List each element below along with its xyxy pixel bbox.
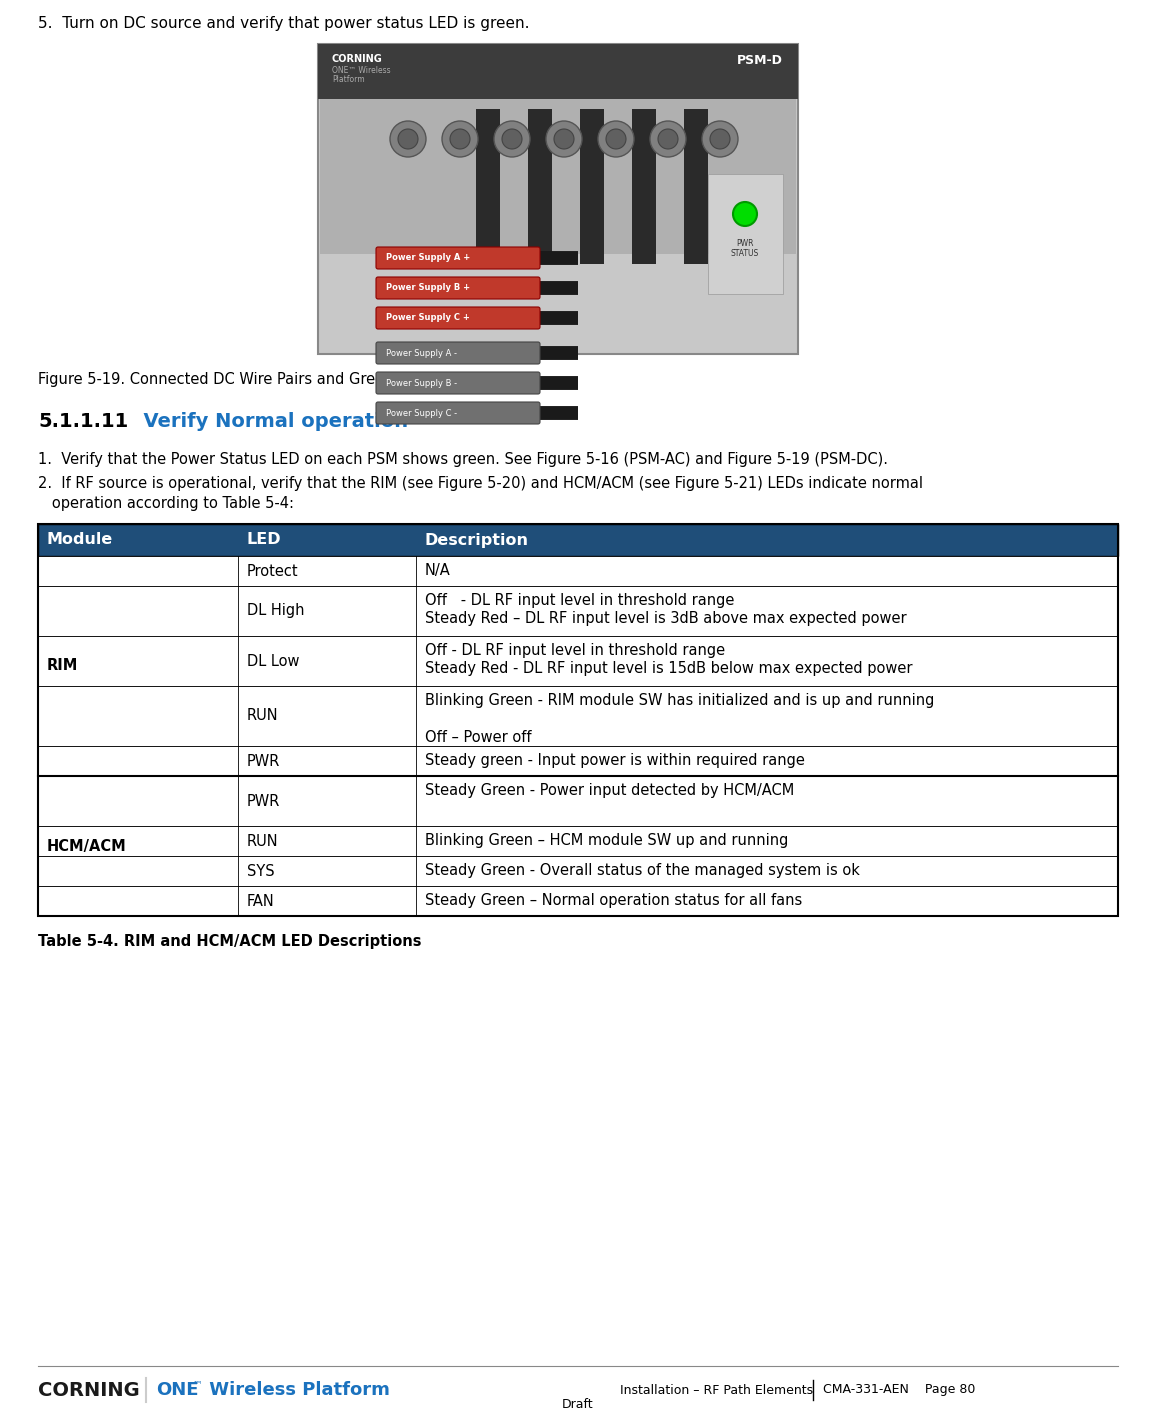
Text: Power Supply B +: Power Supply B + — [386, 283, 470, 292]
Text: N/A: N/A — [425, 564, 451, 578]
Text: PSM-D: PSM-D — [738, 54, 783, 67]
Circle shape — [650, 121, 686, 157]
Text: Off - DL RF input level in threshold range: Off - DL RF input level in threshold ran… — [425, 644, 725, 658]
Text: ONE™ Wireless: ONE™ Wireless — [332, 66, 391, 75]
Text: HCM/ACM: HCM/ACM — [47, 839, 127, 853]
Circle shape — [710, 130, 729, 150]
Text: CMA-331-AEN    Page 80: CMA-331-AEN Page 80 — [823, 1384, 976, 1397]
Bar — [632, 110, 655, 263]
Text: Power Supply A +: Power Supply A + — [386, 253, 470, 262]
Text: DRAFT: DRAFT — [423, 572, 892, 899]
Bar — [476, 110, 501, 263]
Bar — [38, 637, 1118, 686]
Bar — [38, 856, 1118, 886]
Text: ONE: ONE — [156, 1381, 199, 1398]
Bar — [580, 110, 603, 263]
Text: Steady Red – DL RF input level is 3dB above max expected power: Steady Red – DL RF input level is 3dB ab… — [425, 611, 906, 627]
Text: Power Supply C -: Power Supply C - — [386, 409, 457, 417]
Bar — [38, 886, 1118, 916]
Text: Platform: Platform — [332, 75, 364, 84]
Text: Table 5-4. RIM and HCM/ACM LED Descriptions: Table 5-4. RIM and HCM/ACM LED Descripti… — [38, 934, 422, 948]
Text: Blinking Green – HCM module SW up and running: Blinking Green – HCM module SW up and ru… — [425, 833, 788, 849]
Text: 5.1.1.11: 5.1.1.11 — [38, 412, 128, 431]
Bar — [707, 174, 783, 293]
Text: Steady Green - Power input detected by HCM/ACM: Steady Green - Power input detected by H… — [425, 783, 794, 799]
Text: Description: Description — [425, 533, 529, 547]
Circle shape — [450, 130, 470, 150]
Circle shape — [702, 121, 738, 157]
Text: PWR: PWR — [736, 239, 754, 249]
Text: Steady green - Input power is within required range: Steady green - Input power is within req… — [425, 753, 805, 769]
Circle shape — [598, 121, 633, 157]
Text: STATUS: STATUS — [731, 249, 759, 259]
Text: DL Low: DL Low — [246, 654, 299, 668]
Text: FAN: FAN — [246, 893, 275, 909]
Bar — [318, 44, 798, 355]
Text: SYS: SYS — [246, 863, 274, 879]
Text: ™: ™ — [193, 1378, 202, 1388]
Text: Verify Normal operation: Verify Normal operation — [129, 412, 408, 431]
Circle shape — [733, 202, 757, 226]
Text: Power Supply C +: Power Supply C + — [386, 313, 469, 322]
Text: Protect: Protect — [246, 564, 298, 578]
Bar — [528, 110, 553, 263]
FancyBboxPatch shape — [376, 308, 540, 329]
Text: Steady Red - DL RF input level is 15dB below max expected power: Steady Red - DL RF input level is 15dB b… — [425, 662, 912, 676]
Text: CORNING: CORNING — [38, 1380, 140, 1400]
Text: RUN: RUN — [246, 709, 279, 723]
Text: Off   - DL RF input level in threshold range: Off - DL RF input level in threshold ran… — [425, 594, 734, 608]
Circle shape — [398, 130, 418, 150]
Text: 1.  Verify that the Power Status LED on each PSM shows green. See Figure 5-16 (P: 1. Verify that the Power Status LED on e… — [38, 451, 888, 467]
Bar — [38, 826, 1118, 856]
Text: Figure 5-19. Connected DC Wire Pairs and Green Power LED: Figure 5-19. Connected DC Wire Pairs and… — [38, 372, 475, 387]
Text: RIM: RIM — [47, 658, 79, 674]
Circle shape — [546, 121, 581, 157]
Text: operation according to Table 5-4:: operation according to Table 5-4: — [38, 496, 294, 511]
Text: PWR: PWR — [246, 753, 280, 769]
FancyBboxPatch shape — [376, 278, 540, 299]
FancyBboxPatch shape — [376, 342, 540, 365]
Text: PWR: PWR — [246, 793, 280, 809]
Circle shape — [442, 121, 477, 157]
Text: CORNING: CORNING — [332, 54, 383, 64]
Text: Steady Green – Normal operation status for all fans: Steady Green – Normal operation status f… — [425, 893, 802, 909]
Bar — [38, 524, 1118, 916]
Circle shape — [554, 130, 575, 150]
FancyBboxPatch shape — [376, 372, 540, 394]
Text: 5.  Turn on DC source and verify that power status LED is green.: 5. Turn on DC source and verify that pow… — [38, 16, 529, 31]
Text: Wireless Platform: Wireless Platform — [203, 1381, 390, 1398]
Circle shape — [494, 121, 529, 157]
Text: Power Supply A -: Power Supply A - — [386, 349, 457, 357]
Circle shape — [390, 121, 427, 157]
Circle shape — [606, 130, 627, 150]
Text: Power Supply B -: Power Supply B - — [386, 379, 457, 387]
Text: Blinking Green - RIM module SW has initialized and is up and running: Blinking Green - RIM module SW has initi… — [425, 693, 934, 709]
Text: DL High: DL High — [246, 604, 304, 618]
Text: Installation – RF Path Elements: Installation – RF Path Elements — [620, 1384, 813, 1397]
Text: 2.  If RF source is operational, verify that the RIM (see Figure 5-20) and HCM/A: 2. If RF source is operational, verify t… — [38, 476, 922, 491]
Text: Draft: Draft — [562, 1397, 594, 1411]
Bar — [38, 686, 1118, 746]
Text: LED: LED — [246, 533, 281, 547]
FancyBboxPatch shape — [376, 246, 540, 269]
Bar — [38, 587, 1118, 637]
Circle shape — [658, 130, 679, 150]
Bar — [318, 44, 798, 100]
Text: Module: Module — [47, 533, 113, 547]
Circle shape — [502, 130, 523, 150]
Text: Off – Power off: Off – Power off — [425, 729, 532, 745]
Bar — [38, 776, 1118, 826]
Bar — [684, 110, 707, 263]
Text: RUN: RUN — [246, 833, 279, 849]
Text: Steady Green - Overall status of the managed system is ok: Steady Green - Overall status of the man… — [425, 863, 860, 879]
Bar — [38, 746, 1118, 776]
FancyBboxPatch shape — [376, 402, 540, 424]
Bar — [38, 524, 1118, 555]
Bar — [320, 100, 796, 253]
Bar — [38, 555, 1118, 587]
